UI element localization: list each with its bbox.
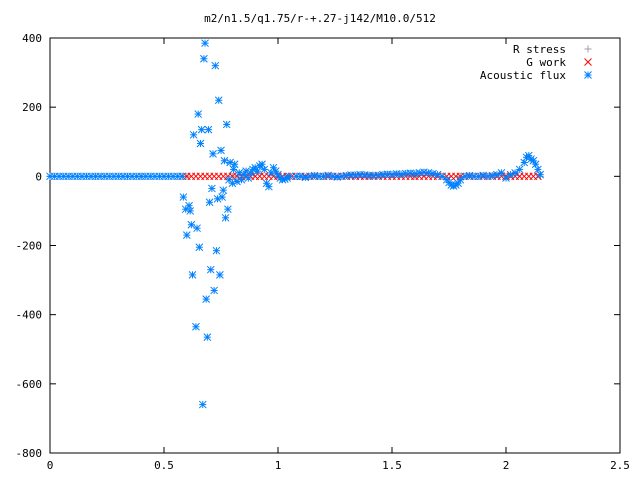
data-point	[506, 170, 515, 179]
data-point	[182, 231, 191, 239]
data-point	[220, 156, 229, 165]
data-point	[497, 169, 506, 177]
data-point	[536, 170, 545, 179]
y-tick-label: -400	[16, 309, 43, 322]
x-tick-label: 2.5	[610, 459, 630, 472]
data-point	[456, 175, 465, 184]
data-point	[192, 322, 200, 331]
data-point	[216, 271, 224, 279]
data-point	[319, 172, 328, 181]
legend-label-g-work: G work	[526, 56, 566, 69]
data-point	[351, 171, 360, 180]
chart-marks	[46, 39, 545, 409]
data-point	[206, 265, 215, 274]
legend-marker-r-stress	[584, 45, 592, 53]
data-point	[438, 172, 447, 181]
data-point	[296, 172, 305, 181]
data-point	[203, 333, 212, 341]
data-point	[502, 174, 510, 182]
data-point	[285, 172, 294, 181]
y-tick-label: 400	[22, 32, 42, 45]
data-point	[429, 169, 437, 178]
legend-label-r-stress: R stress	[513, 43, 566, 56]
legend-label-acoustic-flux: Acoustic flux	[480, 69, 566, 82]
data-point	[223, 205, 232, 214]
y-tick-label: -600	[16, 378, 43, 391]
data-point	[209, 150, 217, 158]
data-point	[222, 120, 231, 129]
data-point	[218, 193, 226, 201]
y-tick-label: 200	[22, 101, 42, 114]
chart-title: m2/n1.5/q1.75/r-+.27-j142/M10.0/512	[204, 12, 436, 25]
data-point	[310, 171, 319, 180]
data-point	[189, 130, 198, 139]
data-point	[204, 125, 213, 134]
data-point	[185, 201, 193, 210]
data-point	[212, 246, 221, 255]
axes: 0 0.5 1 1.5 2 2.5 -800 -600 -400 -200 0 200 400	[16, 32, 630, 472]
data-point	[201, 39, 209, 48]
x-tick-label: 0	[47, 459, 54, 472]
data-point	[197, 125, 206, 134]
data-point	[193, 224, 201, 233]
data-point	[196, 139, 205, 148]
data-point	[265, 182, 273, 191]
data-point	[205, 198, 214, 207]
data-point	[230, 160, 239, 169]
x-tick-label: 1.5	[382, 459, 402, 472]
data-point	[433, 170, 442, 179]
data-point	[424, 169, 433, 177]
data-point	[515, 165, 524, 174]
data-point	[488, 171, 497, 180]
data-point	[511, 169, 519, 177]
data-point	[214, 96, 223, 105]
data-point	[188, 271, 197, 279]
data-point	[200, 54, 208, 63]
x-tick-label: 0.5	[154, 459, 174, 472]
data-point	[198, 400, 207, 409]
x-tick-label: 2	[503, 459, 510, 472]
plot-frame	[49, 37, 621, 454]
data-point	[474, 172, 483, 181]
data-point	[301, 173, 310, 182]
data-point	[324, 171, 333, 180]
data-point	[479, 171, 488, 180]
data-point	[194, 110, 203, 118]
y-tick-label: -800	[16, 447, 43, 460]
y-tick-label: 0	[35, 170, 42, 183]
data-point	[221, 213, 230, 222]
data-point	[178, 172, 187, 181]
legend-marker-acoustic-flux	[584, 71, 592, 79]
data-point	[211, 61, 220, 70]
data-point	[242, 167, 250, 175]
data-point	[179, 193, 188, 201]
series-acoustic-flux	[46, 39, 545, 409]
data-point	[217, 146, 225, 155]
data-point	[235, 169, 244, 177]
data-point	[202, 295, 211, 303]
y-tick-label: -200	[16, 240, 43, 253]
data-point	[493, 170, 501, 179]
data-point	[186, 207, 195, 215]
x-tick-label: 1	[275, 459, 282, 472]
data-point	[208, 184, 216, 193]
data-point	[195, 243, 204, 252]
legend-marker-g-work	[584, 58, 592, 66]
data-point	[219, 186, 228, 195]
data-point	[210, 286, 219, 295]
data-point	[260, 165, 269, 174]
